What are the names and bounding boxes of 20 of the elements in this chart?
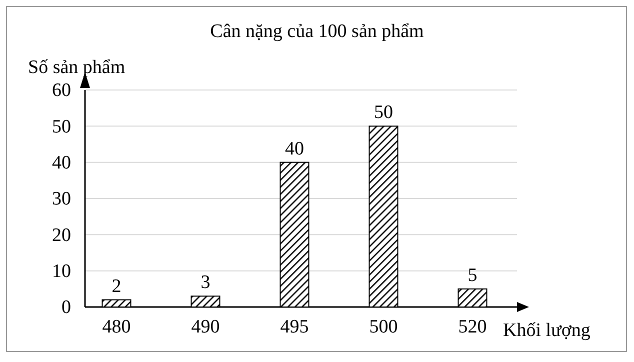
y-tick-label: 40 <box>52 152 71 174</box>
chart-title: Cân nặng của 100 sản phẩm <box>210 21 424 42</box>
y-tick-label: 60 <box>52 80 71 102</box>
data-label: 40 <box>285 138 304 160</box>
data-label: 3 <box>200 272 210 294</box>
data-label: 5 <box>468 264 478 286</box>
y-tick-label: 30 <box>52 188 71 210</box>
y-tick-label: 20 <box>52 224 71 246</box>
x-tick-label: 520 <box>458 316 487 338</box>
x-tick-label: 490 <box>191 316 220 338</box>
x-tick-label: 500 <box>369 316 398 338</box>
x-tick-label: 480 <box>102 316 131 338</box>
x-tick-label: 495 <box>280 316 309 338</box>
y-tick-label: 10 <box>52 260 71 282</box>
x-axis-title: Khối lượng <box>503 320 591 341</box>
y-axis-title: Số sản phẩm <box>28 57 126 78</box>
data-label: 50 <box>374 102 393 124</box>
data-label: 2 <box>112 276 122 297</box>
y-tick-label: 0 <box>62 297 71 318</box>
y-tick-label: 50 <box>52 116 71 138</box>
